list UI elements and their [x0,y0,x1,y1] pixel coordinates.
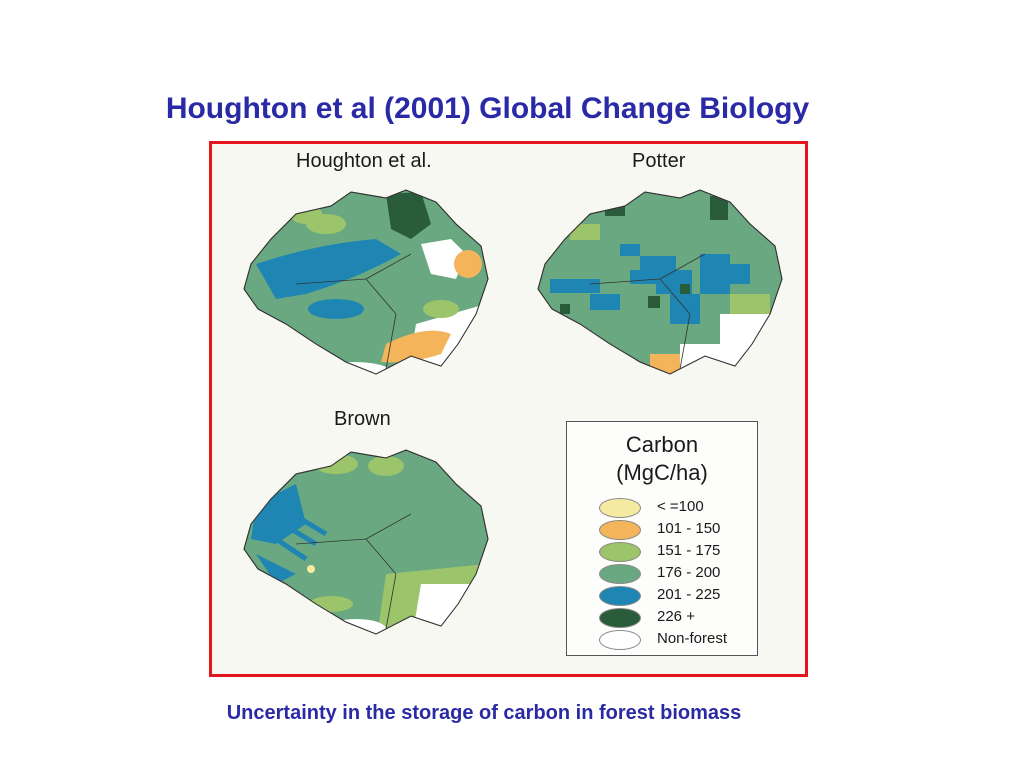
amazon-map-potter [537,189,783,375]
legend-label: 101 - 150 [657,520,721,537]
legend-swatch [599,542,641,562]
amazon-map-houghton [243,189,489,375]
legend-swatch [599,608,641,628]
legend-label: 176 - 200 [657,564,721,581]
amazon-map-brown [243,449,489,635]
legend-swatch [599,564,641,584]
legend-swatch [599,498,641,518]
legend-label: 226 + [657,608,695,625]
map-title-potter: Potter [632,150,686,172]
map-title-brown: Brown [334,408,391,430]
legend-label: Non-forest [657,630,728,647]
legend-title: Carbon [625,432,699,457]
legend-swatch [599,520,641,540]
legend-label: 151 - 175 [657,542,721,559]
map-title-houghton: Houghton et al. [296,150,432,172]
legend-label: < =100 [657,498,704,515]
slide-caption: Uncertainty in the storage of carbon in … [226,702,742,724]
legend-swatch [599,630,641,650]
slide-title: Houghton et al (2001) Global Change Biol… [165,92,810,125]
map-legend: Carbon (MgC/ha) < =100 101 - 150 151 - 1… [566,421,758,656]
legend-units: (MgC/ha) [616,460,708,485]
legend-swatch [599,586,641,606]
legend-label: 201 - 225 [657,586,721,603]
figure-frame: Houghton et al. Potter [209,141,808,677]
